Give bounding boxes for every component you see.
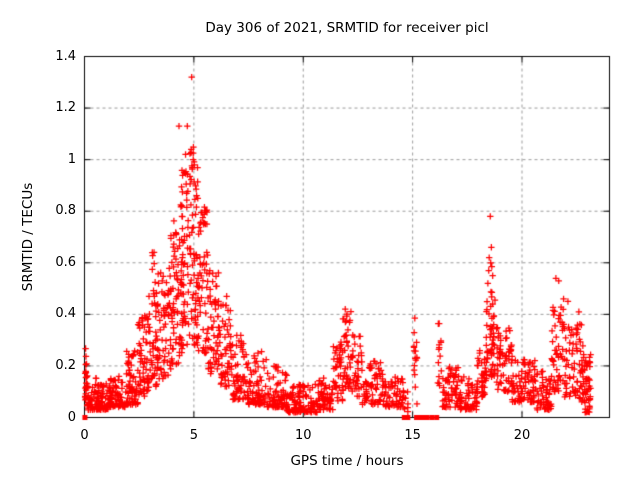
x-tick-label: 10 (294, 428, 312, 443)
x-tick-label: 0 (80, 428, 89, 443)
y-axis-label: SRMTID / TECUs (20, 182, 36, 292)
y-tick-label: 0.6 (55, 254, 76, 270)
y-tick-label: 1.2 (55, 100, 76, 116)
y-tick-label: 1.4 (55, 48, 76, 64)
chart-title: Day 306 of 2021, SRMTID for receiver pic… (205, 20, 489, 36)
y-tick-label: 0.4 (55, 306, 76, 322)
y-tick-label: 0.2 (55, 357, 76, 373)
y-tick-label: 0 (67, 409, 76, 425)
y-tick-label: 0.8 (55, 203, 76, 219)
x-tick-label: 5 (189, 428, 199, 443)
y-tick-label: 1 (67, 151, 76, 167)
x-axis-label: GPS time / hours (290, 453, 404, 469)
x-tick-label: 15 (404, 428, 421, 443)
x-tick-label: 20 (513, 428, 531, 443)
